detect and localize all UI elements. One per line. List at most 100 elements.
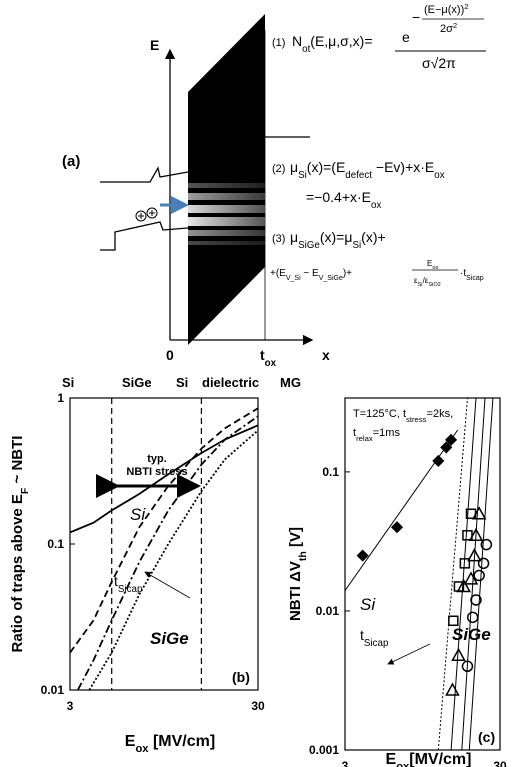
text-run: μ <box>290 229 298 245</box>
fit-line <box>450 398 477 750</box>
panel-label: (c) <box>478 729 495 745</box>
text-run: − E <box>301 268 319 279</box>
text-run: Si <box>130 505 146 524</box>
panel-c-annotations: T=125°C, tstress=2ks, trelax=1ms Si tSic… <box>353 408 495 745</box>
region-label: MG <box>280 375 301 390</box>
plot-area <box>70 407 258 690</box>
equation-text: μSiGe(x)=μSi(x)+ <box>290 229 386 251</box>
region-label: Si <box>62 375 74 390</box>
y-tick-label: 1 <box>57 391 64 405</box>
marker <box>477 557 490 570</box>
text-run: SiO2 <box>428 282 440 288</box>
marker <box>461 660 474 673</box>
equation-text: =−0.4+x·Eox <box>306 189 381 211</box>
axis-label: E <box>150 37 159 53</box>
origin-label: 0 <box>166 347 174 363</box>
x-tick-label: 3 <box>342 759 349 767</box>
marker <box>440 441 453 454</box>
marker <box>467 548 482 562</box>
text-run: V_SiGe <box>319 275 343 282</box>
trap-bands <box>188 183 265 245</box>
text-run: Ratio of traps above E <box>9 494 26 652</box>
y-axis-label: NBTI ΔVth [V] <box>287 527 309 621</box>
dielectric <box>188 14 265 345</box>
text-run: +(E <box>270 268 286 279</box>
equation-text: Eox <box>427 259 438 271</box>
panel-label: (a) <box>62 153 80 170</box>
y-tick-label: 0.01 <box>41 683 65 697</box>
holes <box>135 207 158 222</box>
text-run: F <box>19 487 31 494</box>
text-run: [MV/cm] <box>149 733 216 750</box>
text-run: ox <box>135 743 149 755</box>
text-run: (E−μ(x)) <box>424 4 464 16</box>
annotation: T=125°C, tstress=2ks, <box>353 408 453 424</box>
text-run: [MV/cm] <box>409 751 471 767</box>
marker <box>466 611 479 624</box>
marker <box>390 521 404 534</box>
marker <box>448 615 459 627</box>
marker <box>445 682 460 696</box>
text-run: Sicap <box>466 275 484 282</box>
text-run: t <box>360 627 364 643</box>
y-axis-label: Ratio of traps above EF ~ NBTI <box>9 436 31 653</box>
text-run: )+ <box>343 268 352 279</box>
equation-text: e <box>402 29 410 45</box>
annotation: SiGe <box>150 629 189 648</box>
marker <box>473 569 485 582</box>
text-run: Si <box>298 170 307 181</box>
equation-text: Not(E,μ,σ,x)= <box>292 33 373 55</box>
marker <box>451 647 466 662</box>
equation-text: εSi/εSiO2 <box>414 276 441 288</box>
text-run: ox <box>396 761 410 767</box>
text-run: SiGe <box>150 629 189 648</box>
plot-frame <box>344 397 501 751</box>
trend-arrow <box>144 571 191 599</box>
text-run: t <box>114 573 118 589</box>
annotation: tSicap <box>114 573 143 595</box>
equations: (1) Not(E,μ,σ,x)= e − (E−μ(x))2 2σ2 σ√2π… <box>270 2 486 288</box>
y-tick-label: 0.001 <box>309 743 339 757</box>
text-run: ox <box>432 265 438 271</box>
equation-text: σ√2π <box>422 55 456 71</box>
text-run: th <box>297 551 309 561</box>
equation-number: (2) <box>272 163 285 175</box>
text-run: =2ks, <box>427 408 454 420</box>
marker <box>470 594 482 606</box>
text-run: (b) <box>232 669 250 685</box>
line <box>70 424 258 534</box>
text-run: t <box>353 427 356 439</box>
equation-text: (E−μ(x))2 <box>424 2 469 17</box>
x-tick-label: 30 <box>251 699 265 713</box>
text-run: Sicap <box>118 584 143 595</box>
text-run: Sicap <box>364 638 389 649</box>
text-run: −Ev)+x·E <box>372 159 434 175</box>
line <box>88 429 258 690</box>
marker <box>463 571 479 585</box>
text-run: ox <box>371 200 381 211</box>
annotation: SiGe <box>452 625 491 644</box>
text-run: σ√2π <box>422 55 456 71</box>
marker <box>471 506 487 520</box>
text-run: =−0.4+x·E <box>306 189 371 205</box>
marker <box>459 558 471 569</box>
annotation: tSicap <box>360 627 389 649</box>
text-run: μ <box>290 159 298 175</box>
equation-text: μSi(x)=(Edefect −Ev)+x·Eox <box>290 159 445 181</box>
fit-line <box>468 398 494 750</box>
panel-b-annotations: typ. NBTI stress Si tSicap SiGe (b) <box>96 453 250 685</box>
x-tick-label: 30 <box>493 759 507 767</box>
text-run: relax <box>356 434 373 443</box>
text-run: 2 <box>464 2 468 11</box>
axis-label: x <box>322 347 330 363</box>
text-run: =1ms <box>373 427 401 439</box>
text-run: E <box>386 751 397 767</box>
text-run: Si <box>352 240 361 251</box>
text-run: E <box>125 733 136 750</box>
annotation: typ. <box>147 453 167 465</box>
x-axis-label: Eox[MV/cm] <box>386 751 472 767</box>
annotation: Si <box>130 505 146 524</box>
y-tick-label: 0.01 <box>316 604 340 618</box>
text-run: N <box>292 33 302 49</box>
